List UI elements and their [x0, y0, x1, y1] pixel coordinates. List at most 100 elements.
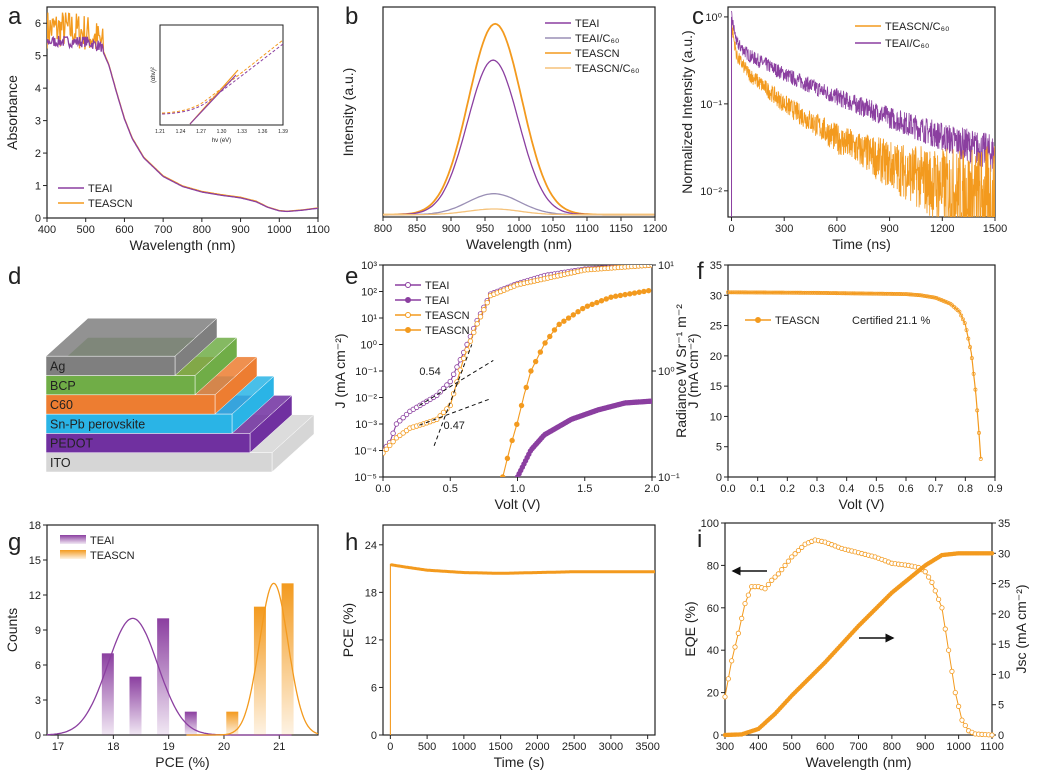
x-tick-label: 400: [38, 224, 56, 236]
bar-teascn: [226, 711, 239, 735]
data-point: [729, 658, 735, 664]
data-point: [514, 421, 520, 428]
panel-letter: h: [345, 529, 358, 556]
data-point: [631, 290, 638, 296]
data-point: [759, 290, 764, 295]
data-point: [836, 291, 841, 296]
data-point: [930, 295, 935, 300]
x-tick-label: 1000: [267, 224, 291, 236]
data-point: [864, 291, 869, 296]
series-TEASCN/C₆₀: [731, 25, 995, 217]
y2-tick-label: 5: [998, 700, 1004, 712]
series-pce: [389, 563, 655, 735]
x-tick-label: 300: [775, 223, 793, 235]
data-point: [775, 571, 782, 577]
y-tick-label: 4: [35, 83, 41, 95]
bar-teai: [129, 676, 142, 735]
y2-tick-label: 35: [998, 518, 1010, 530]
data-point: [880, 291, 885, 296]
data-point: [975, 408, 980, 413]
y-tick-label: 18: [29, 520, 41, 532]
y-tick-label: 10⁰: [360, 340, 377, 352]
fit-teascn: [186, 582, 319, 736]
x-tick-label: 700: [154, 224, 172, 236]
x-tick-label: 0.0: [375, 483, 390, 495]
x-tick-label: 1200: [930, 223, 954, 235]
data-point: [923, 294, 928, 299]
series-pce-markers: [390, 563, 655, 575]
legend-label: TEASCN/C₆₀: [575, 63, 640, 75]
data-point: [807, 290, 812, 295]
data-point: [749, 290, 754, 295]
data-point: [854, 291, 859, 296]
y-tick-label: 25: [710, 321, 722, 333]
y-tick-label: 35: [710, 260, 722, 272]
data-point: [800, 290, 805, 295]
x-tick-label: 1.5: [577, 483, 592, 495]
y-tick-label: 15: [29, 555, 41, 567]
bar-teai: [157, 618, 170, 735]
panel-letter: f: [697, 258, 704, 285]
y-tick-label: 0: [35, 213, 41, 225]
y-tick-label: 10²: [361, 287, 377, 299]
inset-curve-teascn: [161, 39, 284, 114]
y2-tick-label: 10¹: [658, 260, 674, 272]
x-tick-label: 2500: [562, 741, 586, 753]
data-point: [772, 574, 778, 580]
y2-tick-label: 25: [998, 579, 1010, 591]
data-point: [570, 312, 577, 318]
y-tick-label: 5: [35, 51, 41, 63]
x-axis-title: Wavelength (nm): [805, 754, 911, 770]
data-point: [799, 290, 803, 295]
data-point: [622, 291, 628, 298]
data-point: [914, 292, 919, 297]
legend-label: TEAI: [425, 280, 449, 292]
data-point: [447, 378, 453, 385]
x-tick-label: 1000: [946, 741, 970, 753]
x-tick-label: 800: [883, 741, 901, 753]
x-tick-label: 800: [193, 224, 211, 236]
x-axis-title: Wavelength (nm): [129, 237, 235, 253]
y-tick-label: 60: [707, 603, 719, 615]
plot-frame: [727, 6, 996, 218]
plot-frame: [46, 524, 319, 736]
y-tick-label: 6: [35, 18, 41, 30]
data-point: [857, 291, 862, 296]
legend-label: TEASCN: [775, 315, 820, 327]
panel-f: 0.0 0.1 0.2 0.3 0.4 0.5 0.6 0.7 0.8 0.9 0 5 10 15 20 25…: [685, 258, 1003, 512]
data-point: [977, 430, 981, 435]
data-point: [941, 298, 946, 303]
data-point: [474, 321, 480, 327]
panel-letter: d: [8, 263, 21, 290]
data-point: [782, 562, 788, 569]
data-point: [387, 442, 393, 449]
data-point: [444, 382, 450, 388]
data-point: [763, 290, 768, 295]
data-point: [397, 418, 403, 424]
panel-letter: c: [692, 3, 704, 30]
data-point: [762, 586, 768, 592]
y-tick-label: 10⁻⁴: [354, 446, 377, 458]
legend-label: TEAI: [425, 295, 449, 307]
data-point: [969, 356, 974, 361]
legend-label: TEAI/C₆₀: [885, 38, 929, 50]
data-point: [939, 298, 944, 303]
legend-label: TEASCN: [425, 325, 470, 337]
data-point: [868, 291, 873, 296]
y-tick-label: 15: [710, 381, 722, 393]
data-point: [733, 290, 738, 295]
bar-teascn: [281, 583, 294, 735]
x-tick-label: 1100: [980, 741, 1004, 753]
data-point: [761, 290, 766, 295]
data-point: [918, 293, 923, 298]
data-point: [477, 314, 484, 320]
data-point: [722, 694, 728, 700]
legend-marker: [755, 317, 761, 323]
data-point: [772, 290, 777, 295]
data-point: [509, 437, 515, 444]
x-axis-title: Time (ns): [832, 236, 891, 252]
x-tick-label: 600: [828, 223, 846, 235]
fit-line: [419, 398, 491, 426]
panel-letter: e: [345, 263, 358, 290]
panel-c: 0 300 600 900 1200 1500 10⁻² 10⁻¹ 10⁰ Time (ns) No…: [679, 3, 1007, 252]
